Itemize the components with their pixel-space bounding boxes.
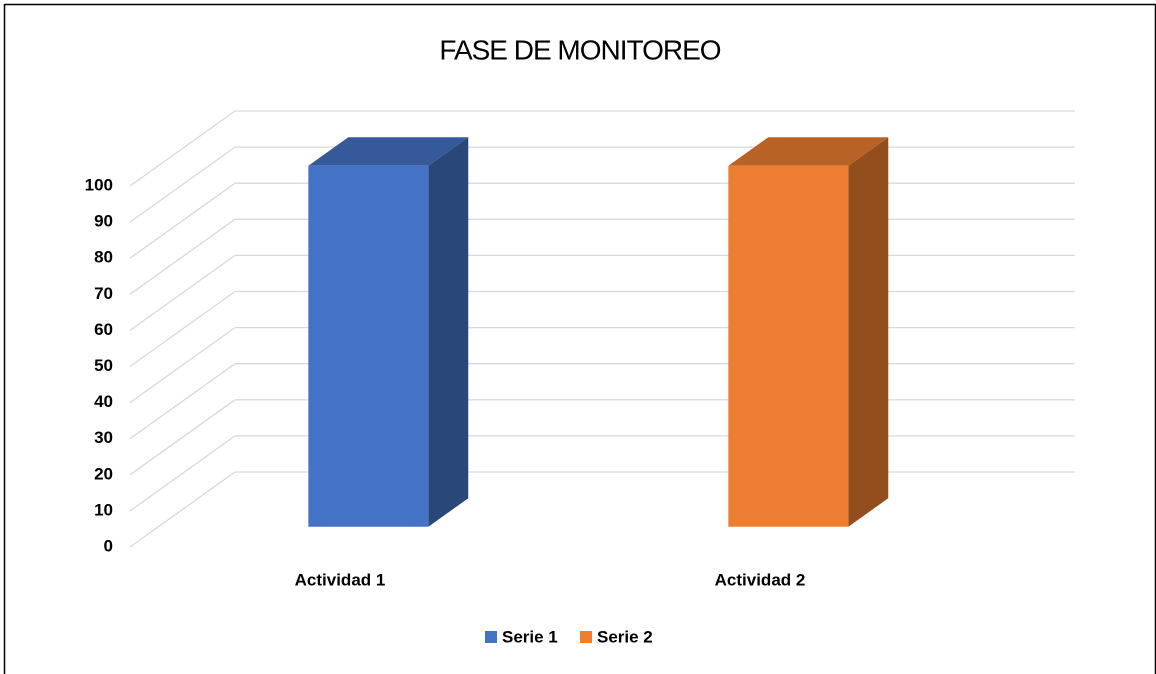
grid-line [129, 435, 236, 512]
legend-swatch [580, 631, 592, 643]
bar-side [848, 137, 889, 527]
y-tick-label: 10 [94, 500, 113, 519]
chart-border [3, 3, 1156, 674]
x-tick-label: Actividad 2 [715, 570, 806, 589]
y-tick-label: 50 [94, 356, 113, 375]
grid-line [129, 146, 236, 223]
grid-line [129, 254, 236, 331]
bar-top [308, 137, 469, 166]
y-tick-label: 20 [94, 464, 113, 483]
y-tick-label: 70 [94, 284, 113, 303]
grid-line [129, 399, 236, 476]
grid-line [129, 290, 236, 368]
y-tick-label: 60 [94, 320, 113, 339]
bar-side [428, 137, 469, 527]
y-tick-label: 40 [94, 392, 113, 411]
legend-label: Serie 1 [502, 627, 558, 646]
y-tick-label: 80 [94, 248, 113, 267]
y-tick-label: 100 [85, 175, 113, 194]
bar-top [728, 137, 889, 166]
y-tick-label: 30 [94, 428, 113, 447]
legend-swatch [485, 631, 497, 643]
x-tick-label: Actividad 1 [295, 570, 386, 589]
grid-line [129, 218, 236, 295]
grid-line [129, 110, 236, 187]
grid-line [129, 363, 236, 440]
bar [308, 165, 429, 527]
chart-title: FASE DE MONITOREO [439, 34, 720, 65]
bar [728, 165, 849, 527]
grid-line [129, 182, 236, 259]
y-tick-label: 0 [104, 536, 113, 555]
legend-label: Serie 2 [597, 627, 653, 646]
y-tick-label: 90 [94, 212, 113, 231]
grid-line [129, 471, 236, 548]
grid-line [129, 327, 236, 404]
